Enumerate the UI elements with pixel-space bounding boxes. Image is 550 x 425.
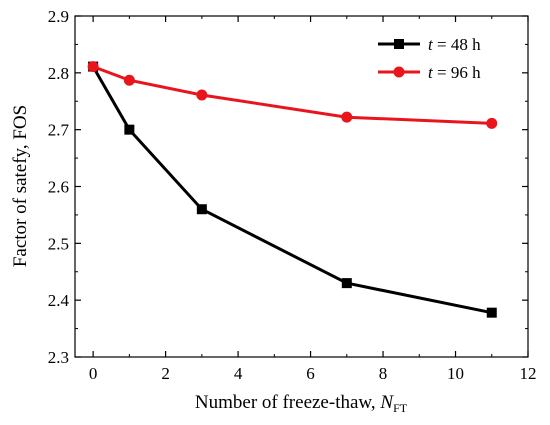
y-tick-label: 2.9 <box>48 7 69 26</box>
y-axis-label: Factor of satefy, FOS <box>10 105 31 267</box>
data-point-series-1 <box>196 89 208 101</box>
x-tick-label: 10 <box>447 364 464 383</box>
data-point-series-1 <box>341 111 353 123</box>
legend-swatch-marker <box>393 66 405 78</box>
legend-label-var: t <box>428 63 434 82</box>
legend-label-var: t <box>428 35 434 54</box>
series-markers <box>87 61 498 318</box>
x-axis-label-sub: FT <box>393 401 408 415</box>
data-point-series-1 <box>87 61 99 73</box>
legend-label: t = 96 h <box>428 63 481 82</box>
axis-ticks: 0 2 4 6 8 10 12 2.3 2.4 2.5 2.6 2.7 2.8 2.9 <box>48 7 537 383</box>
y-tick-label: 2.3 <box>48 348 69 367</box>
data-point-series-0 <box>124 124 135 135</box>
x-tick-label: 8 <box>379 364 388 383</box>
data-point-series-1 <box>123 74 135 86</box>
legend-label: t = 48 h <box>428 35 481 54</box>
legend: t = 48 ht = 96 h <box>378 35 481 82</box>
x-axis-label-var: N <box>379 392 394 413</box>
y-tick-label: 2.8 <box>48 64 69 83</box>
data-point-series-0 <box>196 204 207 215</box>
y-tick-label: 2.5 <box>48 234 69 253</box>
x-tick-label: 4 <box>234 364 243 383</box>
y-tick-label: 2.7 <box>48 121 70 140</box>
data-point-series-0 <box>486 307 497 318</box>
legend-swatch-marker <box>394 39 404 49</box>
data-point-series-0 <box>341 278 352 289</box>
data-point-series-1 <box>486 117 498 129</box>
x-tick-label: 2 <box>161 364 170 383</box>
x-axis-label-text: Number of freeze-thaw, <box>195 392 381 413</box>
plot-area <box>74 15 529 358</box>
x-tick-label: 12 <box>520 364 537 383</box>
y-tick-label: 2.6 <box>48 178 69 197</box>
x-tick-label: 0 <box>89 364 98 383</box>
y-tick-label: 2.4 <box>48 291 70 310</box>
legend-label-text: = 96 h <box>433 63 481 82</box>
legend-label-text: = 48 h <box>433 35 481 54</box>
x-axis-label: Number of freeze-thaw, NFT <box>195 392 408 415</box>
x-tick-label: 6 <box>306 364 315 383</box>
